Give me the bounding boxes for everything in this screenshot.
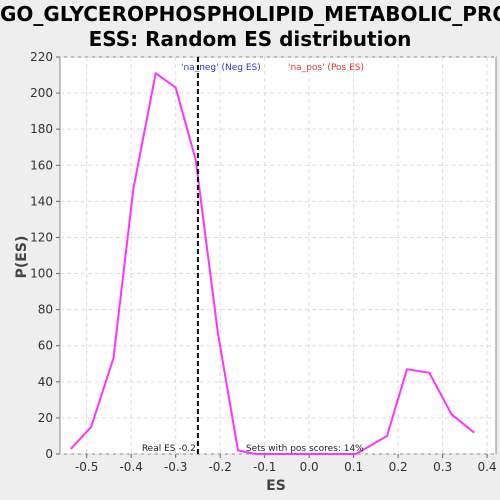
y-tick-label: 40 — [38, 375, 53, 389]
data-point — [451, 414, 453, 416]
data-point — [195, 159, 197, 161]
data-point — [237, 450, 239, 452]
y-tick-label: 20 — [38, 411, 53, 425]
data-point — [175, 87, 177, 89]
x-tick-label: 0.0 — [300, 460, 319, 474]
y-tick-label: 200 — [30, 86, 53, 100]
data-point — [113, 358, 115, 360]
y-tick-label: 160 — [30, 158, 53, 172]
data-point — [473, 432, 475, 434]
data-point — [70, 448, 72, 450]
y-tick-label: 140 — [30, 194, 53, 208]
y-tick-label: 60 — [38, 339, 53, 353]
x-tick-label: -0.3 — [164, 460, 187, 474]
x-tick-label: 0.3 — [433, 460, 452, 474]
data-point — [90, 426, 92, 428]
data-point — [428, 372, 430, 374]
data-point — [406, 368, 408, 370]
y-axis-label: P(ES) — [14, 236, 30, 279]
y-tick-label: 100 — [30, 267, 53, 281]
data-point — [155, 72, 157, 74]
x-tick-label: 0.2 — [389, 460, 408, 474]
y-tick-label: 220 — [30, 50, 53, 64]
data-point — [386, 435, 388, 437]
x-tick-label: 0.4 — [478, 460, 497, 474]
y-tick-label: 80 — [38, 303, 53, 317]
y-tick-label: 180 — [30, 122, 53, 136]
x-tick-label: -0.2 — [208, 460, 231, 474]
x-axis-label: ES — [266, 478, 286, 494]
x-tick-label: -0.1 — [253, 460, 276, 474]
data-point — [217, 332, 219, 334]
x-tick-label: 0.1 — [344, 460, 363, 474]
data-point — [133, 188, 135, 190]
real-es-label: Real ES -0.2 — [142, 444, 196, 454]
x-tick-label: -0.4 — [119, 460, 142, 474]
legend-item: 'na_pos' (Pos ES) — [288, 63, 364, 73]
y-tick-label: 0 — [45, 447, 53, 461]
y-tick-label: 120 — [30, 230, 53, 244]
pos-scores-label: Sets with pos scores: 14% — [246, 444, 364, 454]
x-tick-label: -0.5 — [75, 460, 98, 474]
legend-item: 'na_neg' (Neg ES) — [181, 63, 261, 73]
